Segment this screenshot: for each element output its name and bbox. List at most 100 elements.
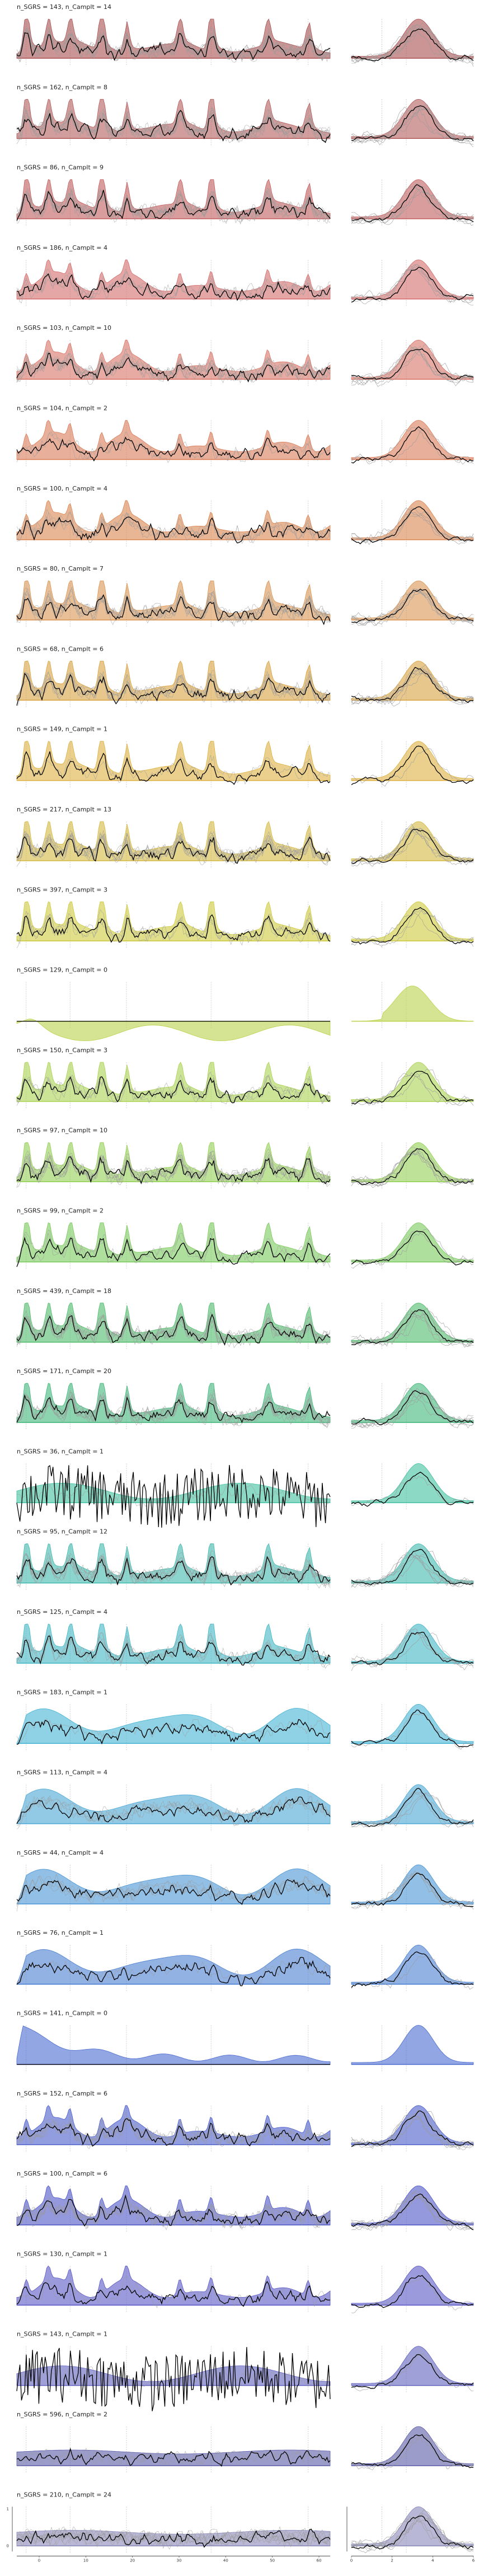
individual-trace <box>16 590 331 624</box>
x-tick-label-main: 20 <box>130 2558 135 2563</box>
median-trace <box>16 751 331 785</box>
mean-area <box>16 1948 331 1985</box>
response-trace <box>351 264 474 306</box>
panel-label: n_SGRS = 150, n_Camplt = 3 <box>17 1047 107 1054</box>
individual-trace <box>16 830 331 863</box>
median-trace <box>16 1156 331 1184</box>
panel-label: n_SGRS = 596, n_Camplt = 2 <box>17 2411 107 2418</box>
panel-label: n_SGRS = 76, n_Camplt = 1 <box>17 1929 104 1936</box>
response-trace <box>351 1793 474 1828</box>
median-trace <box>16 836 331 864</box>
panel-5: n_SGRS = 103, n_Camplt = 10 <box>16 324 474 388</box>
response-trace <box>351 1870 474 1910</box>
panel-label: n_SGRS = 44, n_Camplt = 4 <box>17 1849 104 1856</box>
response-median <box>351 2194 474 2230</box>
mean-area <box>16 179 331 219</box>
individual-trace <box>16 1795 331 1830</box>
panel-label: n_SGRS = 100, n_Camplt = 4 <box>17 485 107 492</box>
response-trace <box>351 1072 474 1106</box>
panel-label: n_SGRS = 99, n_Camplt = 2 <box>17 1207 104 1215</box>
panel-label: n_SGRS = 186, n_Camplt = 4 <box>17 244 107 251</box>
mean-area <box>16 821 331 861</box>
response-trace <box>351 1955 474 1990</box>
median-trace <box>16 1635 331 1666</box>
response-trace <box>351 511 474 544</box>
median-trace <box>16 110 331 143</box>
response-trace <box>351 591 474 624</box>
panel-25: n_SGRS = 76, n_Camplt = 1 <box>16 1929 474 1992</box>
response-trace <box>351 265 474 302</box>
response-trace <box>351 1476 474 1506</box>
response-area <box>351 500 474 540</box>
x-tick-label-right: 2 <box>391 2558 393 2563</box>
response-median <box>351 1872 474 1907</box>
response-trace <box>351 1147 474 1186</box>
response-trace <box>351 670 474 704</box>
individual-trace <box>16 1555 331 1586</box>
panel-20: n_SGRS = 95, n_Camplt = 12 <box>16 1528 474 1591</box>
response-median <box>351 1390 474 1425</box>
x-tick-label-right: 0 <box>350 2558 353 2563</box>
individual-trace <box>16 2448 331 2466</box>
x-tick-label-right: 6 <box>472 2558 475 2563</box>
median-trace <box>16 914 331 943</box>
mean-area <box>16 500 331 540</box>
panel-label: n_SGRS = 97, n_Camplt = 10 <box>17 1127 107 1134</box>
response-trace <box>351 347 474 386</box>
response-trace <box>351 192 474 225</box>
response-trace <box>351 2196 474 2228</box>
individual-trace <box>16 512 331 544</box>
panel-15: n_SGRS = 97, n_Camplt = 10 <box>16 1127 474 1190</box>
individual-trace <box>16 348 331 382</box>
median-trace <box>16 190 331 221</box>
median-trace <box>16 1556 331 1586</box>
response-trace <box>351 908 474 947</box>
response-trace <box>351 26 474 63</box>
individual-trace <box>16 832 331 867</box>
response-area <box>351 660 474 701</box>
response-trace <box>351 1872 474 1907</box>
response-median <box>351 2434 474 2468</box>
response-trace <box>351 828 474 864</box>
individual-trace <box>16 188 331 225</box>
individual-trace <box>16 189 331 223</box>
response-area <box>351 1142 474 1182</box>
individual-trace <box>16 1551 331 1589</box>
panel-27: n_SGRS = 152, n_Camplt = 6 <box>16 2090 474 2153</box>
panel-8: n_SGRS = 80, n_Camplt = 7 <box>16 565 474 628</box>
mean-area <box>16 2026 331 2065</box>
response-median <box>351 2516 474 2550</box>
median-trace <box>16 516 331 544</box>
response-trace <box>351 664 474 705</box>
response-median <box>351 28 474 62</box>
panel-label: n_SGRS = 130, n_Camplt = 1 <box>17 2250 107 2257</box>
response-area <box>351 901 474 941</box>
panel-label: n_SGRS = 86, n_Camplt = 9 <box>17 164 104 171</box>
response-median <box>351 105 474 142</box>
mean-area <box>16 2105 331 2145</box>
individual-trace <box>16 1796 331 1826</box>
panel-3: n_SGRS = 86, n_Camplt = 9 <box>16 164 474 227</box>
panel-label: n_SGRS = 183, n_Camplt = 1 <box>17 1688 107 1696</box>
individual-trace <box>16 1074 331 1106</box>
response-area <box>351 2346 474 2386</box>
individual-trace <box>16 2529 331 2547</box>
panel-label: n_SGRS = 113, n_Camplt = 4 <box>17 1769 107 1776</box>
individual-trace <box>16 1314 331 1348</box>
panel-label: n_SGRS = 125, n_Camplt = 4 <box>17 1608 107 1616</box>
median-trace <box>16 2447 331 2467</box>
response-area <box>351 179 474 219</box>
panel-label: n_SGRS = 143, n_Camplt = 14 <box>17 3 111 11</box>
x-tick-label-main: 30 <box>177 2558 182 2563</box>
mean-area <box>16 1707 331 1744</box>
response-trace <box>351 1391 474 1427</box>
individual-trace <box>16 1151 331 1185</box>
individual-trace <box>16 107 331 142</box>
response-trace <box>351 1792 474 1827</box>
median-trace <box>16 1313 331 1346</box>
response-area <box>351 1543 474 1584</box>
response-area <box>351 2265 474 2306</box>
response-trace <box>351 1149 474 1188</box>
response-median <box>351 667 474 703</box>
panel-label: n_SGRS = 217, n_Camplt = 13 <box>17 806 111 813</box>
